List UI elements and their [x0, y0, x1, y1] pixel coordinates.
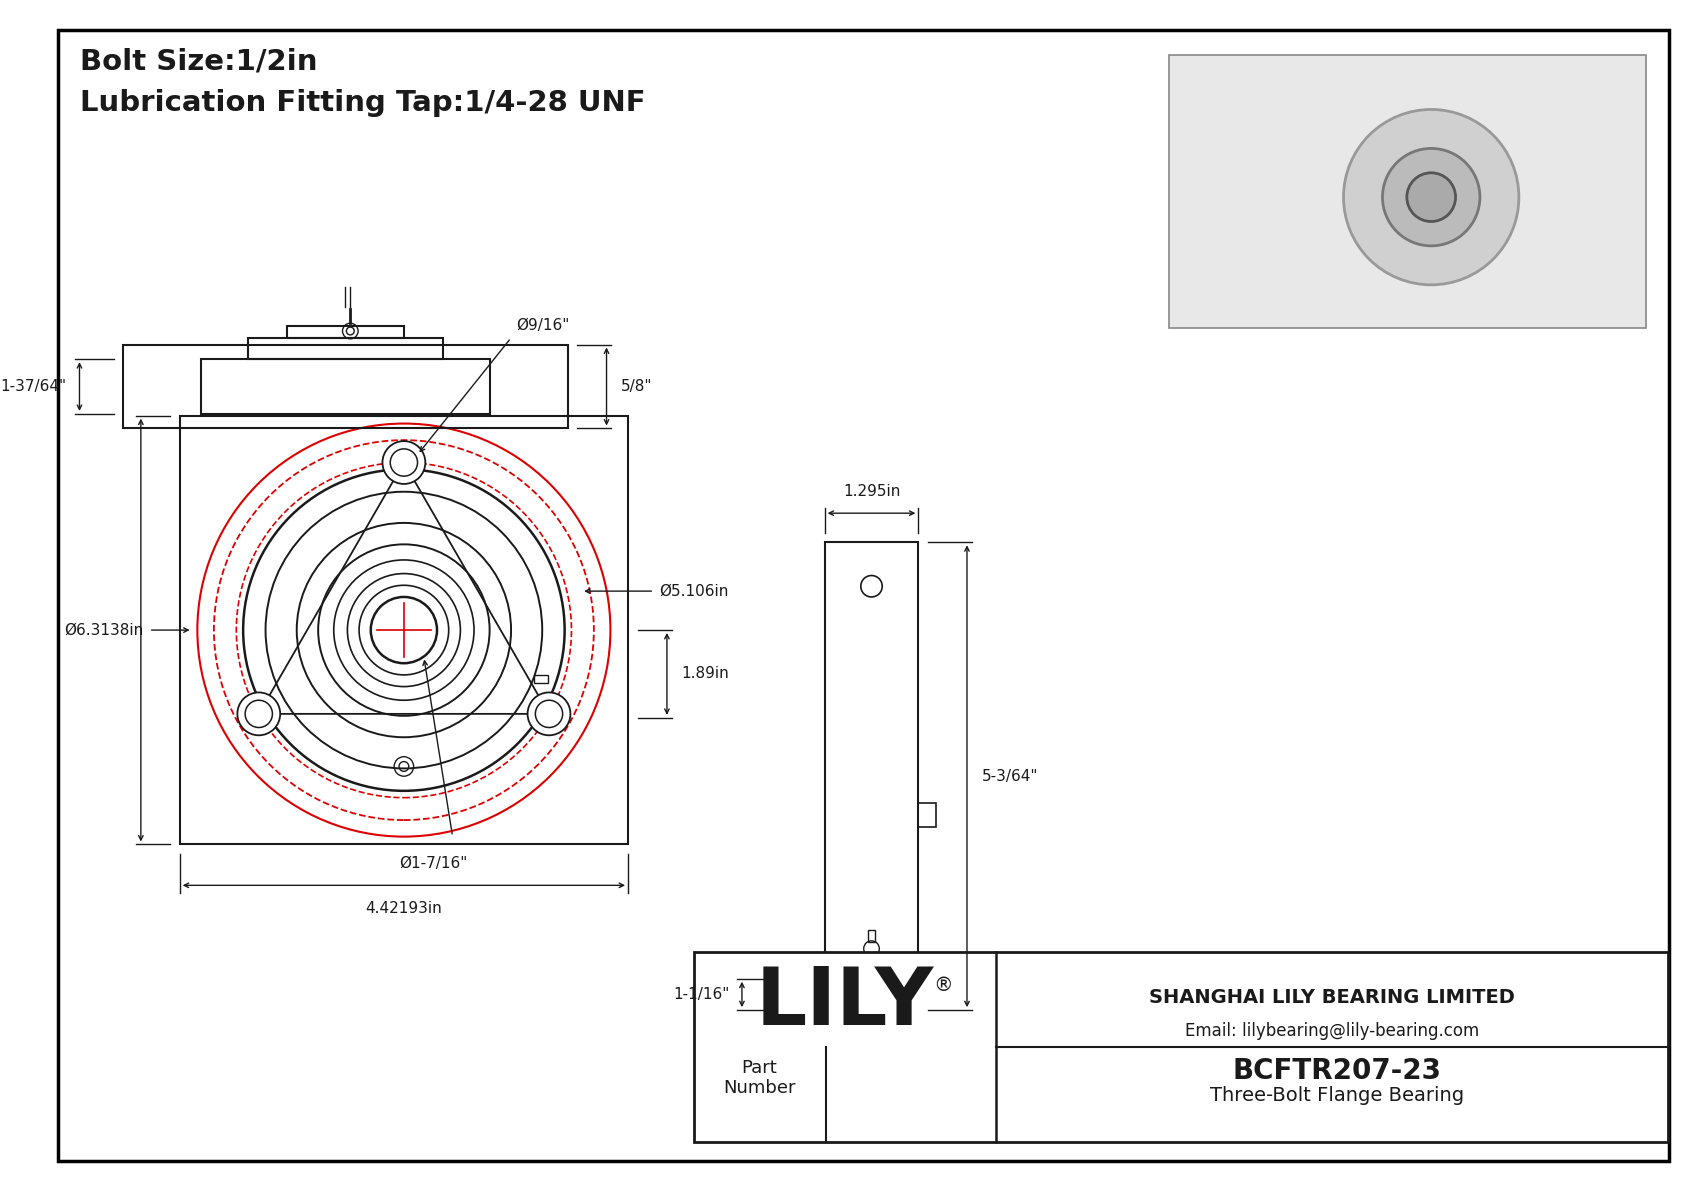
Text: 1-37/64": 1-37/64"	[0, 379, 67, 394]
Text: Ø5.106in: Ø5.106in	[658, 584, 729, 599]
Bar	[867, 930, 876, 942]
Bar	[534, 675, 547, 682]
Text: Bolt Size:1/2in: Bolt Size:1/2in	[81, 48, 318, 75]
Bar	[786, 979, 957, 1010]
Text: Ø1-7/16": Ø1-7/16"	[399, 856, 466, 871]
Text: Email: lilybearing@lily-bearing.com: Email: lilybearing@lily-bearing.com	[1186, 1022, 1480, 1041]
Text: ®: ®	[933, 977, 953, 996]
Bar	[202, 360, 490, 413]
Text: Three-Bolt Flange Bearing: Three-Bolt Flange Bearing	[1211, 1086, 1465, 1105]
Text: 1-1/16": 1-1/16"	[674, 987, 729, 1002]
Text: Number: Number	[722, 1079, 797, 1097]
Text: Ø6.3138in: Ø6.3138in	[64, 623, 143, 637]
Circle shape	[1383, 149, 1480, 245]
Circle shape	[1406, 173, 1455, 222]
Bar	[180, 416, 628, 844]
Bar	[805, 964, 938, 979]
Text: LILY: LILY	[756, 964, 935, 1042]
Bar	[123, 344, 568, 429]
Circle shape	[527, 692, 571, 735]
Circle shape	[382, 441, 426, 484]
Bar	[1169, 55, 1645, 328]
Text: 1.295in: 1.295in	[842, 484, 901, 499]
Bar	[918, 804, 936, 827]
Text: 1.89in: 1.89in	[682, 667, 729, 681]
Text: Ø9/16": Ø9/16"	[515, 318, 569, 333]
Text: BCFTR207-23: BCFTR207-23	[1233, 1058, 1442, 1085]
Bar	[694, 952, 1669, 1141]
Text: 5-3/64": 5-3/64"	[982, 768, 1037, 784]
Text: SHANGHAI LILY BEARING LIMITED: SHANGHAI LILY BEARING LIMITED	[1150, 987, 1516, 1006]
Bar	[248, 338, 443, 360]
Text: Part: Part	[741, 1060, 778, 1078]
Text: 4.42193in: 4.42193in	[365, 900, 443, 916]
Circle shape	[237, 692, 280, 735]
Text: 5/8": 5/8"	[621, 379, 653, 394]
Circle shape	[1344, 110, 1519, 285]
Text: Lubrication Fitting Tap:1/4-28 UNF: Lubrication Fitting Tap:1/4-28 UNF	[81, 89, 647, 118]
Bar	[286, 326, 404, 338]
Bar	[825, 542, 918, 964]
